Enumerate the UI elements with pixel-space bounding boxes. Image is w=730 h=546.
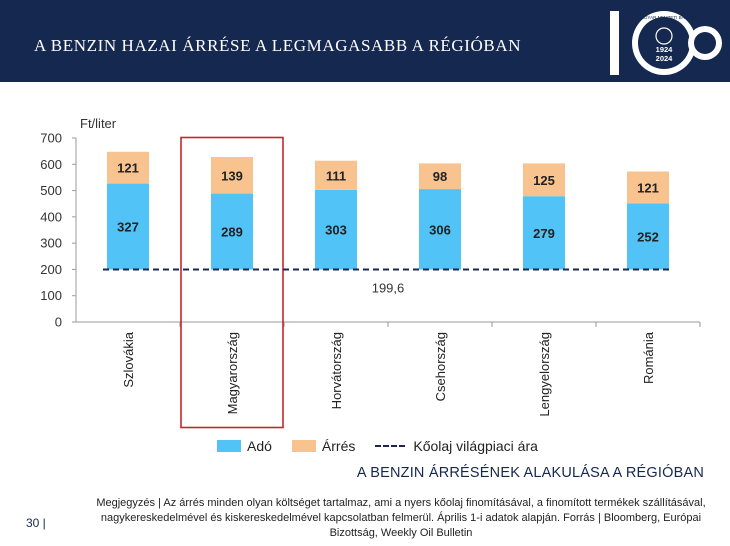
data-label-tax: 252 <box>637 229 659 244</box>
data-label-tax: 279 <box>533 226 555 241</box>
bar-margin <box>627 171 669 204</box>
source-note: Megjegyzés | Az árrés minden olyan költs… <box>96 497 706 539</box>
y-tick-label: 400 <box>40 209 62 224</box>
data-label-tax: 289 <box>221 225 243 240</box>
logo-year-end: 2024 <box>656 54 674 63</box>
data-label-margin: 121 <box>637 180 659 195</box>
data-label-tax: 327 <box>117 220 139 235</box>
bar-margin <box>523 163 565 197</box>
stacked-bar-chart: Ft/liter 0 100 200 300 400 500 600 700 327 121 28… <box>40 116 701 429</box>
page-title: A BENZIN HAZAI ÁRRÉSE A LEGMAGASABB A RÉ… <box>34 36 522 55</box>
y-tick-label: 0 <box>55 315 62 330</box>
data-label-margin: 125 <box>533 173 555 188</box>
legend: Adó Árrés Kőolaj világpiaci ára <box>217 438 558 454</box>
y-tick-label: 600 <box>40 157 62 172</box>
legend-swatch-tax <box>217 440 241 452</box>
legend-label-crude: Kőolaj világpiaci ára <box>413 438 538 454</box>
logo-year-start: 1924 <box>656 45 674 54</box>
data-label-margin: 98 <box>433 169 447 184</box>
logo-ring-text: MAGYAR NEMZETI BANK <box>637 15 691 20</box>
legend-item-tax: Adó <box>217 438 272 454</box>
x-category-label: Szlovákia <box>121 331 136 387</box>
logo-crest-icon <box>655 27 673 45</box>
highlight-box <box>180 136 284 429</box>
logo-digit-one <box>610 11 619 75</box>
bar-tax <box>107 183 149 270</box>
header-bar: A BENZIN HAZAI ÁRRÉSE A LEGMAGASABB A RÉ… <box>0 0 730 82</box>
legend-swatch-crude <box>375 445 406 447</box>
bar-margin <box>211 157 253 194</box>
y-tick-label: 500 <box>40 183 62 198</box>
data-label-margin: 139 <box>221 168 243 183</box>
bar-margin <box>419 163 461 190</box>
bar-tax <box>523 196 565 270</box>
y-axis: 0 100 200 300 400 500 600 700 <box>40 131 701 330</box>
x-category-label: Csehország <box>433 332 448 401</box>
bar-margin <box>107 151 149 184</box>
logo-digit-zero-hole <box>694 32 716 54</box>
data-label-margin: 121 <box>117 161 139 176</box>
legend-label-tax: Adó <box>247 438 272 454</box>
legend-item-crude: Kőolaj világpiaci ára <box>375 438 538 454</box>
page-number: 30 | <box>26 516 46 530</box>
legend-swatch-margin <box>291 440 316 452</box>
legend-label-margin: Árrés <box>321 438 356 454</box>
y-tick-label: 100 <box>40 288 62 303</box>
y-tick-label: 700 <box>40 131 62 146</box>
bar-tax <box>419 189 461 270</box>
crude-price-label: 199,6 <box>372 281 405 296</box>
bar-margin <box>315 160 357 190</box>
y-axis-label: Ft/liter <box>80 116 117 131</box>
chart-subtitle: A BENZIN ÁRRÉSÉNEK ALAKULÁSA A RÉGIÓBAN <box>356 465 704 481</box>
reference-line-group: 199,6 <box>103 268 673 296</box>
y-tick-label: 200 <box>40 262 62 277</box>
x-category-label: Románia <box>641 331 656 384</box>
category-labels: Szlovákia Magyarország Horvátország Csehors… <box>121 331 656 416</box>
data-label-margin: 111 <box>326 168 346 183</box>
mnb-centenary-logo: 1924 2024 MAGYAR NEMZETI BANK <box>610 11 722 75</box>
legend-item-margin: Árrés <box>291 438 356 454</box>
bars-group: 327 121 289 139 303 111 306 98 279 125 252 121 <box>107 136 669 429</box>
y-tick-label: 300 <box>40 236 62 251</box>
data-label-tax: 306 <box>429 222 451 237</box>
x-category-label: Magyarország <box>225 332 240 414</box>
x-category-label: Lengyelország <box>537 332 552 417</box>
bar-tax <box>211 193 253 270</box>
logo-ring-inner <box>638 17 690 69</box>
bar-tax <box>627 203 669 270</box>
data-label-tax: 303 <box>325 223 347 238</box>
bar-tax <box>315 189 357 270</box>
x-category-label: Horvátország <box>329 332 344 409</box>
